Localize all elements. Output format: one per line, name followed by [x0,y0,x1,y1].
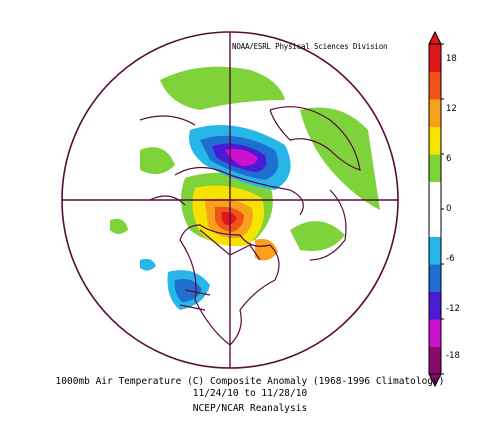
colorbar-tick: -12 [446,304,460,314]
colorbar-segment [429,126,441,155]
caption-dates: 11/24/10 to 11/28/10 [192,388,308,399]
coastlines [139,106,361,346]
colorbar-segment [429,264,441,292]
colorbar-segment [429,99,441,127]
colorbar-segment [429,71,441,100]
anomaly-field [110,66,380,310]
caption-title: 1000mb Air Temperature (C) Composite Ano… [55,376,445,387]
colorbar-segment [429,44,441,72]
colorbar-tick: 18 [446,54,457,64]
colorbar-tick: -6 [446,254,455,264]
colorbar-tick: -18 [446,351,460,361]
colorbar-segment [429,209,441,237]
colorbar-max-arrow [428,30,442,45]
colorbar-tick: 0 [446,204,452,214]
colorbar-segment [429,181,441,210]
colorbar-tick: 12 [446,104,457,114]
credit-label: NOAA/ESRL Physical Sciences Division [232,42,388,51]
colorbar-tick: 6 [446,154,452,164]
caption-source: NCEP/NCAR Reanalysis [192,403,308,414]
colorbar-segment [429,346,441,375]
colorbar-segment [429,291,441,320]
colorbar-segment [429,236,441,265]
colorbar [428,30,444,388]
colorbar-segment [429,319,441,347]
colorbar-segment [429,154,441,182]
